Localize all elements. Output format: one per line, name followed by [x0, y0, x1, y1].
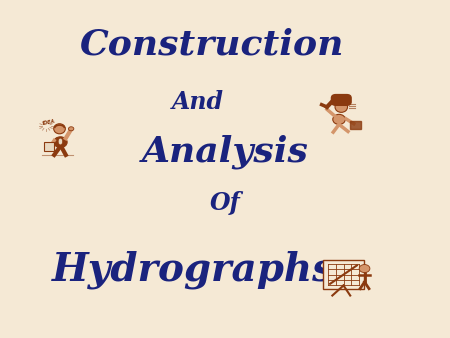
- Circle shape: [359, 265, 370, 272]
- Text: Analysis: Analysis: [142, 135, 308, 169]
- Ellipse shape: [335, 102, 347, 112]
- Ellipse shape: [54, 124, 65, 134]
- Ellipse shape: [333, 114, 345, 124]
- FancyBboxPatch shape: [350, 121, 361, 129]
- Circle shape: [68, 127, 74, 131]
- Text: Construction: Construction: [79, 28, 344, 62]
- FancyBboxPatch shape: [44, 142, 54, 150]
- FancyBboxPatch shape: [324, 260, 364, 289]
- Text: IDEA: IDEA: [43, 119, 56, 126]
- FancyBboxPatch shape: [332, 95, 351, 105]
- Text: Hydrographs: Hydrographs: [52, 250, 335, 289]
- Text: Of: Of: [210, 191, 240, 215]
- Ellipse shape: [58, 138, 63, 145]
- Ellipse shape: [54, 137, 67, 148]
- Text: And: And: [172, 90, 224, 114]
